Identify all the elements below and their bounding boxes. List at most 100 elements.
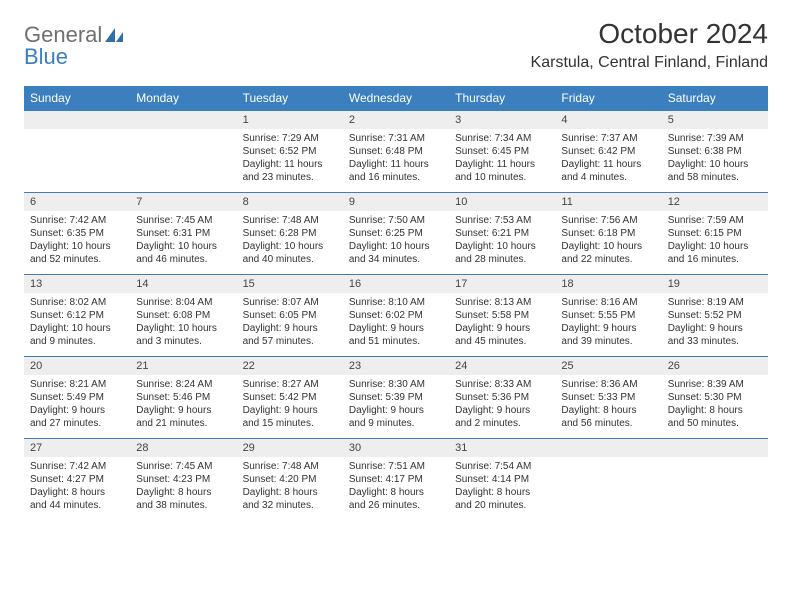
day-line-sr: Sunrise: 7:42 AM	[30, 460, 124, 473]
day-line-sr: Sunrise: 8:02 AM	[30, 296, 124, 309]
dow-wed: Wednesday	[343, 86, 449, 111]
day-detail: Sunrise: 7:34 AMSunset: 6:45 PMDaylight:…	[449, 129, 555, 188]
day-line-d2: and 10 minutes.	[455, 171, 549, 184]
day-number: 29	[237, 439, 343, 457]
day-line-d1: Daylight: 9 hours	[243, 322, 337, 335]
day-line-d1: Daylight: 8 hours	[243, 486, 337, 499]
day-line-ss: Sunset: 4:17 PM	[349, 473, 443, 486]
day-line-ss: Sunset: 6:38 PM	[668, 145, 762, 158]
page-title: October 2024	[531, 18, 768, 50]
day-number: 15	[237, 275, 343, 293]
day-line-d2: and 51 minutes.	[349, 335, 443, 348]
day-line-ss: Sunset: 5:46 PM	[136, 391, 230, 404]
day-detail: Sunrise: 7:56 AMSunset: 6:18 PMDaylight:…	[555, 211, 661, 270]
calendar-week-row: 1Sunrise: 7:29 AMSunset: 6:52 PMDaylight…	[24, 111, 768, 193]
day-line-sr: Sunrise: 8:21 AM	[30, 378, 124, 391]
day-line-d1: Daylight: 8 hours	[30, 486, 124, 499]
day-number: 26	[662, 357, 768, 375]
day-line-d1: Daylight: 10 hours	[455, 240, 549, 253]
calendar-day-cell: 23Sunrise: 8:30 AMSunset: 5:39 PMDayligh…	[343, 357, 449, 439]
day-line-ss: Sunset: 6:12 PM	[30, 309, 124, 322]
calendar-day-cell: 11Sunrise: 7:56 AMSunset: 6:18 PMDayligh…	[555, 193, 661, 275]
day-line-d2: and 38 minutes.	[136, 499, 230, 512]
day-line-sr: Sunrise: 7:50 AM	[349, 214, 443, 227]
day-detail: Sunrise: 8:13 AMSunset: 5:58 PMDaylight:…	[449, 293, 555, 352]
day-line-d2: and 34 minutes.	[349, 253, 443, 266]
day-line-ss: Sunset: 5:52 PM	[668, 309, 762, 322]
day-number: 11	[555, 193, 661, 211]
day-line-d1: Daylight: 9 hours	[561, 322, 655, 335]
day-line-sr: Sunrise: 7:31 AM	[349, 132, 443, 145]
day-line-sr: Sunrise: 8:07 AM	[243, 296, 337, 309]
day-number: 28	[130, 439, 236, 457]
day-line-ss: Sunset: 6:45 PM	[455, 145, 549, 158]
day-line-d1: Daylight: 11 hours	[243, 158, 337, 171]
day-line-ss: Sunset: 6:48 PM	[349, 145, 443, 158]
day-line-d2: and 58 minutes.	[668, 171, 762, 184]
day-detail: Sunrise: 7:37 AMSunset: 6:42 PMDaylight:…	[555, 129, 661, 188]
calendar-day-cell: 1Sunrise: 7:29 AMSunset: 6:52 PMDaylight…	[237, 111, 343, 193]
day-number: 8	[237, 193, 343, 211]
day-number: 21	[130, 357, 236, 375]
day-line-sr: Sunrise: 7:56 AM	[561, 214, 655, 227]
day-number: 24	[449, 357, 555, 375]
day-detail: Sunrise: 8:27 AMSunset: 5:42 PMDaylight:…	[237, 375, 343, 434]
day-line-d1: Daylight: 9 hours	[349, 404, 443, 417]
day-line-d1: Daylight: 9 hours	[349, 322, 443, 335]
day-detail: Sunrise: 7:45 AMSunset: 4:23 PMDaylight:…	[130, 457, 236, 516]
day-detail: Sunrise: 7:48 AMSunset: 6:28 PMDaylight:…	[237, 211, 343, 270]
day-line-sr: Sunrise: 7:59 AM	[668, 214, 762, 227]
day-line-d1: Daylight: 10 hours	[30, 322, 124, 335]
day-line-d2: and 27 minutes.	[30, 417, 124, 430]
calendar-day-cell: 9Sunrise: 7:50 AMSunset: 6:25 PMDaylight…	[343, 193, 449, 275]
day-line-d1: Daylight: 11 hours	[349, 158, 443, 171]
day-line-ss: Sunset: 4:23 PM	[136, 473, 230, 486]
day-line-ss: Sunset: 6:05 PM	[243, 309, 337, 322]
day-line-ss: Sunset: 5:42 PM	[243, 391, 337, 404]
day-line-d2: and 4 minutes.	[561, 171, 655, 184]
day-detail: Sunrise: 7:42 AMSunset: 4:27 PMDaylight:…	[24, 457, 130, 516]
day-line-d1: Daylight: 10 hours	[30, 240, 124, 253]
day-line-sr: Sunrise: 8:27 AM	[243, 378, 337, 391]
day-line-d2: and 45 minutes.	[455, 335, 549, 348]
calendar-day-cell: 13 Sunrise: 8:02 AMSunset: 6:12 PMDayligh…	[24, 275, 130, 357]
day-line-ss: Sunset: 5:58 PM	[455, 309, 549, 322]
day-line-ss: Sunset: 6:08 PM	[136, 309, 230, 322]
day-line-sr: Sunrise: 7:29 AM	[243, 132, 337, 145]
day-line-d1: Daylight: 9 hours	[668, 322, 762, 335]
day-number: 25	[555, 357, 661, 375]
header: General Blue October 2024 Karstula, Cent…	[24, 18, 768, 72]
dow-sun: Sunday	[24, 86, 130, 111]
day-line-sr: Sunrise: 8:04 AM	[136, 296, 230, 309]
day-line-d1: Daylight: 10 hours	[561, 240, 655, 253]
day-detail: Sunrise: 8:30 AMSunset: 5:39 PMDaylight:…	[343, 375, 449, 434]
day-line-d1: Daylight: 9 hours	[455, 404, 549, 417]
day-detail: Sunrise: 7:31 AMSunset: 6:48 PMDaylight:…	[343, 129, 449, 188]
day-line-d1: Daylight: 11 hours	[561, 158, 655, 171]
calendar-day-cell	[130, 111, 236, 193]
day-number: 14	[130, 275, 236, 293]
day-line-d2: and 40 minutes.	[243, 253, 337, 266]
sail-icon	[105, 28, 123, 42]
day-detail: Sunrise: 8:21 AMSunset: 5:49 PMDaylight:…	[24, 375, 130, 434]
day-line-ss: Sunset: 6:35 PM	[30, 227, 124, 240]
day-line-d2: and 20 minutes.	[455, 499, 549, 512]
day-line-d2: and 15 minutes.	[243, 417, 337, 430]
day-number: 13	[24, 275, 130, 293]
day-detail: Sunrise: 8:36 AMSunset: 5:33 PMDaylight:…	[555, 375, 661, 434]
day-line-d2: and 9 minutes.	[30, 335, 124, 348]
brand-logo: General Blue	[24, 18, 125, 68]
day-detail: Sunrise: 7:42 AMSunset: 6:35 PMDaylight:…	[24, 211, 130, 270]
day-line-sr: Sunrise: 7:51 AM	[349, 460, 443, 473]
day-number: 19	[662, 275, 768, 293]
day-line-d2: and 16 minutes.	[349, 171, 443, 184]
day-line-ss: Sunset: 4:14 PM	[455, 473, 549, 486]
day-line-d2: and 52 minutes.	[30, 253, 124, 266]
day-line-ss: Sunset: 5:55 PM	[561, 309, 655, 322]
calendar-day-cell: 6Sunrise: 7:42 AMSunset: 6:35 PMDaylight…	[24, 193, 130, 275]
calendar-day-cell: 17Sunrise: 8:13 AMSunset: 5:58 PMDayligh…	[449, 275, 555, 357]
dow-sat: Saturday	[662, 86, 768, 111]
day-line-ss: Sunset: 6:28 PM	[243, 227, 337, 240]
day-number: 22	[237, 357, 343, 375]
day-number: 3	[449, 111, 555, 129]
